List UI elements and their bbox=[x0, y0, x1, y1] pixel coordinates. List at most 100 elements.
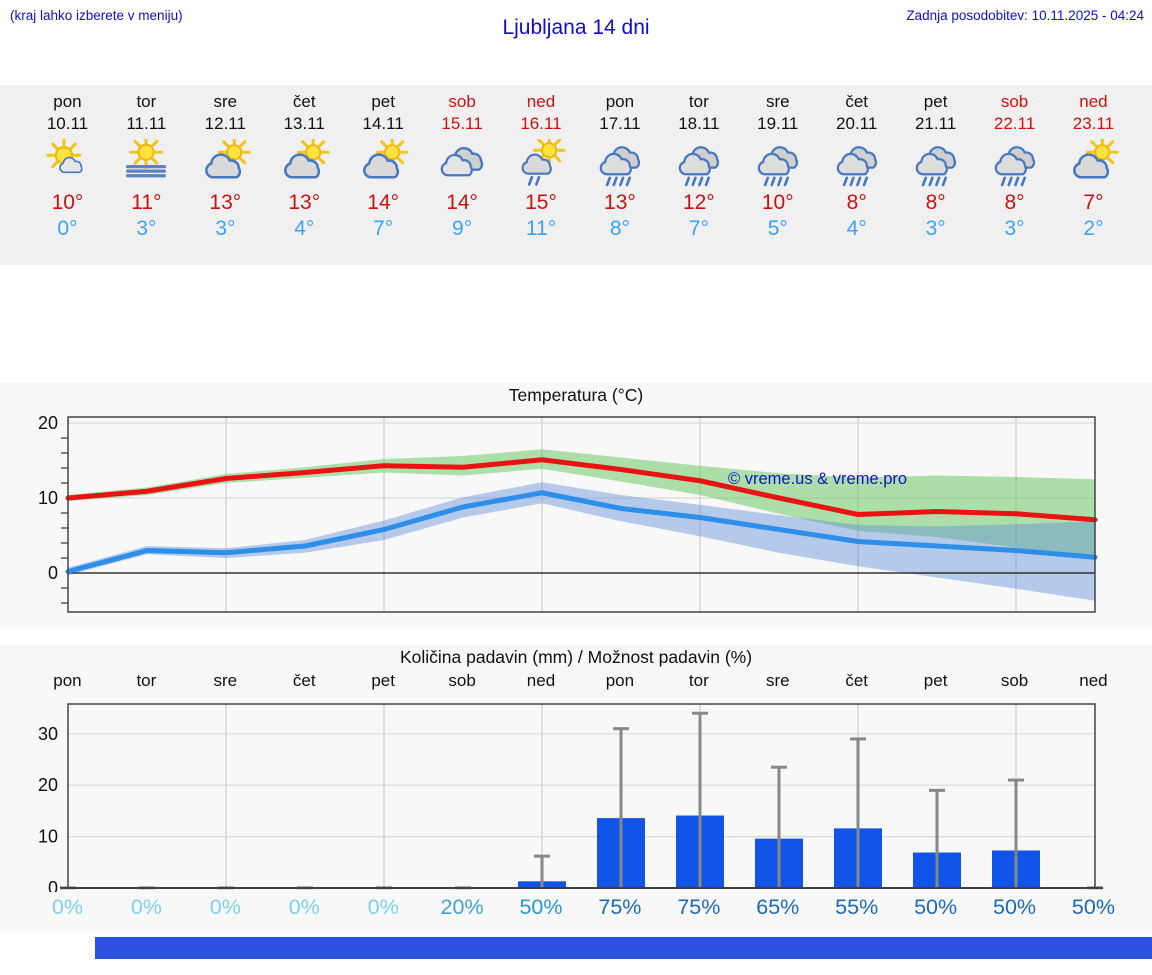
day-column: pon 17.11 13° 8° bbox=[580, 91, 659, 265]
raindrop-icon bbox=[934, 176, 940, 187]
weather-icon-cloudy bbox=[440, 146, 484, 177]
precip-probability: 50% bbox=[1071, 895, 1115, 919]
cloud-icon bbox=[1073, 153, 1110, 179]
precip-day-label: sob bbox=[1000, 671, 1029, 690]
weather-icon-rain bbox=[678, 146, 719, 187]
high-temp: 15° bbox=[525, 191, 557, 214]
day-name: sre bbox=[765, 92, 790, 111]
cloud-icon bbox=[205, 153, 242, 179]
day-date: 16.11 bbox=[520, 114, 562, 133]
precip-chart-title: Količina padavin (mm) / Možnost padavin … bbox=[399, 647, 753, 667]
precip-probability: 65% bbox=[756, 895, 800, 919]
temperature-chart-title: Temperatura (°C) bbox=[508, 385, 644, 405]
temp-y-tick: 10 bbox=[38, 488, 58, 508]
day-name: ned bbox=[526, 92, 556, 111]
day-date: 20.11 bbox=[836, 114, 878, 133]
cloud-icon bbox=[836, 152, 869, 176]
day-name: sob bbox=[448, 92, 476, 111]
cloud-icon bbox=[363, 153, 400, 179]
day-column: sob 22.11 8° 3° bbox=[975, 91, 1054, 265]
footer-bar bbox=[95, 937, 1152, 959]
cloud-icon bbox=[599, 152, 632, 176]
raindrop-icon bbox=[697, 176, 704, 187]
day-column: ned 23.11 7° 2° bbox=[1054, 91, 1133, 265]
high-temp: 10° bbox=[51, 191, 84, 214]
high-temp: 12° bbox=[682, 191, 715, 214]
raindrop-icon bbox=[534, 175, 541, 186]
low-temp: 3° bbox=[1004, 217, 1025, 240]
precip-day-label: sre bbox=[765, 671, 790, 690]
cloud-icon bbox=[757, 152, 790, 176]
precip-day-label: čet bbox=[292, 671, 316, 690]
temperature-chart: 0 10 20 © vreme.us & vreme.pro bbox=[38, 413, 1098, 613]
precip-y-tick: 20 bbox=[38, 775, 58, 795]
day-name: pet bbox=[371, 92, 395, 111]
cloud-icon bbox=[284, 153, 321, 179]
day-name: pon bbox=[53, 92, 82, 111]
day-column: čet 13.11 13° 4° bbox=[265, 91, 344, 265]
raindrop-icon bbox=[921, 176, 927, 187]
raindrop-icon bbox=[770, 176, 776, 187]
weather-icon-rain bbox=[757, 146, 798, 187]
raindrop-icon bbox=[928, 176, 934, 187]
precip-day-label: čet bbox=[845, 671, 869, 690]
min-temperature-line bbox=[65, 490, 1098, 574]
day-name: ned bbox=[1079, 92, 1108, 111]
precip-probability: 50% bbox=[519, 895, 563, 919]
day-name: sre bbox=[213, 92, 238, 111]
high-temp: 14° bbox=[446, 191, 478, 214]
day-column: pet 14.11 14° 7° bbox=[344, 91, 423, 265]
day-date: 12.11 bbox=[204, 114, 246, 133]
precip-y-tick: 10 bbox=[38, 827, 58, 847]
raindrop-icon bbox=[855, 176, 862, 187]
day-name: sob bbox=[1000, 92, 1029, 111]
low-temp: 11° bbox=[525, 217, 557, 240]
weather-icon-rain bbox=[599, 146, 641, 187]
precip-probability: 0% bbox=[209, 895, 241, 919]
precip-day-label-row: pon tor sre čet pet sob ned pon tor sre čet pet sob n… bbox=[0, 671, 1152, 691]
precip-probability: 20% bbox=[440, 895, 484, 919]
weather-icon-cloud-sun bbox=[363, 139, 409, 179]
raindrop-icon bbox=[1006, 176, 1013, 187]
low-temp: 4° bbox=[846, 217, 867, 240]
watermark: © vreme.us & vreme.pro bbox=[728, 470, 907, 488]
temp-band bbox=[68, 449, 1095, 561]
low-temp: 7° bbox=[688, 217, 709, 240]
day-date: 23.11 bbox=[1072, 114, 1115, 133]
precip-day-label: tor bbox=[136, 671, 157, 690]
low-temp: 7° bbox=[373, 217, 394, 240]
precip-day-label: pet bbox=[923, 671, 948, 690]
max-temperature-line bbox=[65, 457, 1098, 523]
precip-probability: 55% bbox=[835, 895, 879, 919]
low-temp: 0° bbox=[57, 217, 78, 240]
raindrop-icon bbox=[1000, 176, 1006, 187]
low-temp: 2° bbox=[1083, 217, 1104, 240]
precip-probability: 0% bbox=[367, 895, 399, 919]
day-name: čet bbox=[292, 92, 316, 111]
day-column: sre 19.11 10° 5° bbox=[738, 91, 817, 265]
precip-probability: 50% bbox=[914, 895, 958, 919]
high-temp: 10° bbox=[761, 191, 794, 214]
forecast-day-strip: pon 10.11 10° 0° tor 11.11 11° 3° sre 12.11 13° 3° č… bbox=[0, 85, 1152, 265]
precip-y-tick: 0 bbox=[48, 878, 58, 892]
precip-day-label: pon bbox=[53, 671, 82, 690]
precip-probability: 50% bbox=[993, 895, 1037, 919]
raindrop-icon bbox=[612, 176, 618, 187]
precip-day-label: pon bbox=[605, 671, 635, 690]
raindrop-icon bbox=[527, 175, 534, 186]
precip-day-label: ned bbox=[1079, 671, 1108, 690]
day-date: 15.11 bbox=[441, 114, 483, 133]
precip-day-label: sob bbox=[448, 671, 476, 690]
precip-probability-row: 0% 0% 0% 0% 0% 20% 50% 75% 75% 65% 55% 50% 50% 50% bbox=[0, 895, 1152, 920]
raindrop-icon bbox=[783, 176, 789, 187]
day-name: pet bbox=[923, 92, 948, 111]
cloud-icon bbox=[678, 152, 711, 176]
weather-icon-sun-fog bbox=[126, 139, 167, 178]
day-date: 18.11 bbox=[678, 114, 720, 133]
cloud-icon bbox=[521, 153, 552, 175]
day-column: ned 16.11 15° 11° bbox=[502, 91, 581, 265]
raindrop-icon bbox=[1020, 176, 1026, 187]
day-column: pon 10.11 10° 0° bbox=[28, 91, 107, 265]
high-temp: 7° bbox=[1083, 191, 1104, 214]
